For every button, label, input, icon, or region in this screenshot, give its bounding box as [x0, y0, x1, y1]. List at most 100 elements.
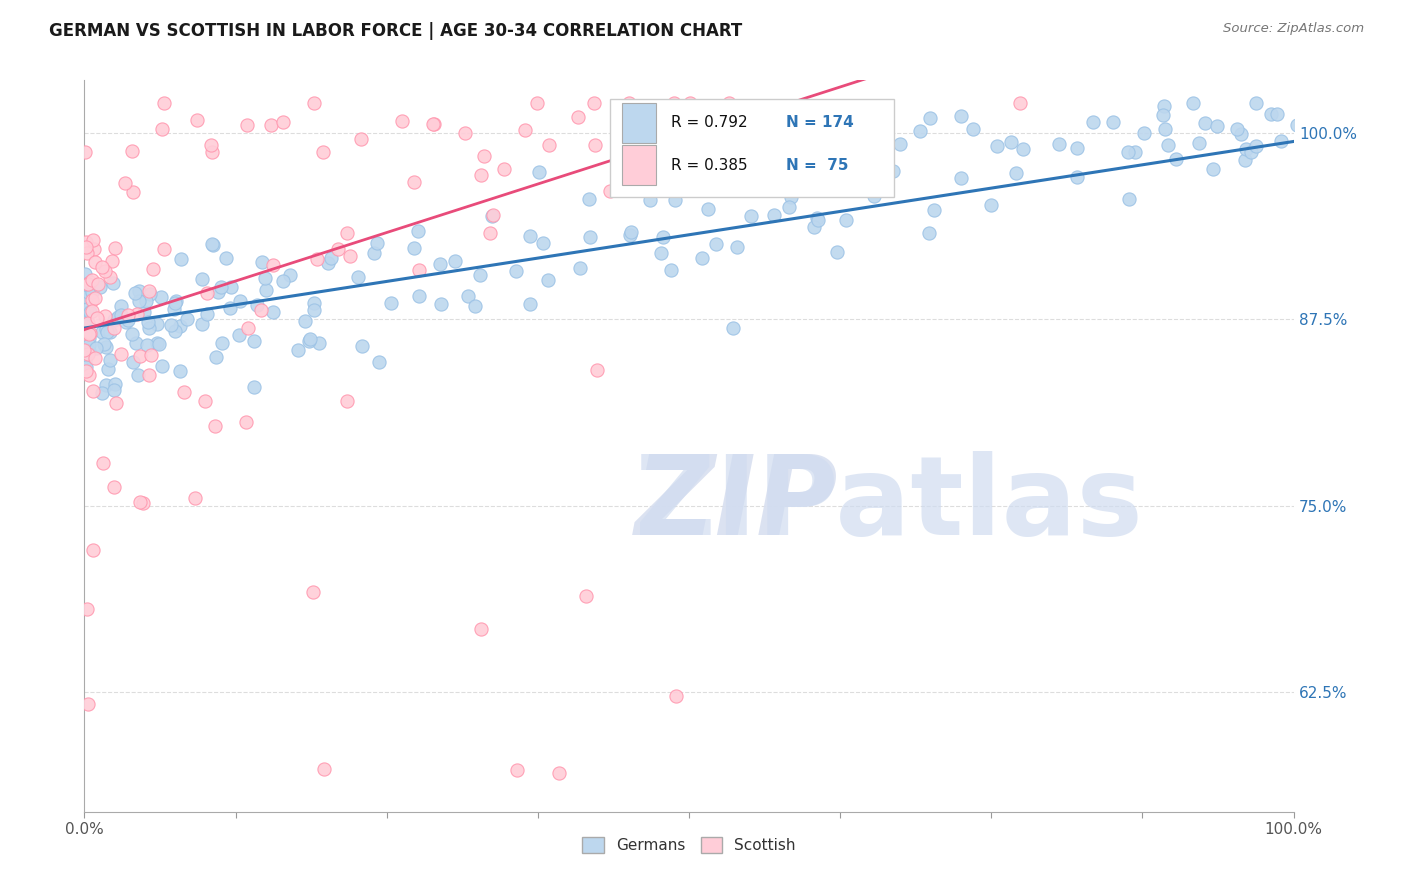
- Point: [135, 294, 157, 309]
- Point: [139, 286, 162, 301]
- Point: [835, 213, 858, 227]
- Point: [86, 311, 108, 326]
- Point: [569, 261, 592, 276]
- Point: [79, 326, 101, 340]
- Point: [101, 254, 124, 268]
- Point: [219, 279, 242, 293]
- Point: [124, 286, 146, 301]
- Point: [696, 202, 718, 216]
- Point: [83, 243, 105, 257]
- Point: [717, 95, 740, 110]
- Point: [200, 138, 222, 153]
- Point: [350, 338, 373, 352]
- Point: [77, 368, 100, 382]
- Point: [77, 331, 100, 345]
- Point: [201, 238, 224, 252]
- Point: [105, 396, 128, 410]
- Point: [690, 252, 713, 266]
- Point: [169, 364, 191, 378]
- Point: [82, 233, 104, 247]
- Point: [79, 275, 101, 289]
- Point: [762, 208, 785, 222]
- Point: [1286, 119, 1309, 133]
- Point: [76, 246, 98, 260]
- Point: [430, 297, 453, 311]
- Point: [146, 335, 169, 350]
- Point: [505, 263, 527, 277]
- Point: [173, 384, 195, 399]
- Text: N =  75: N = 75: [786, 158, 848, 173]
- Point: [228, 328, 250, 343]
- Point: [638, 193, 661, 207]
- Point: [75, 359, 97, 374]
- Bar: [623, 145, 657, 186]
- Point: [294, 314, 316, 328]
- Point: [347, 270, 370, 285]
- Point: [671, 173, 693, 187]
- Point: [73, 306, 96, 320]
- Point: [132, 496, 155, 510]
- Point: [104, 241, 127, 255]
- Point: [100, 325, 122, 339]
- Point: [84, 351, 107, 366]
- Point: [526, 95, 548, 110]
- Point: [723, 321, 745, 335]
- Point: [127, 368, 149, 383]
- Point: [619, 227, 641, 242]
- FancyBboxPatch shape: [610, 99, 894, 197]
- Point: [73, 360, 96, 375]
- Point: [235, 415, 257, 429]
- Point: [93, 309, 115, 323]
- Point: [1118, 192, 1140, 206]
- Point: [117, 313, 139, 327]
- Point: [80, 293, 103, 307]
- Point: [910, 124, 932, 138]
- Point: [110, 299, 132, 313]
- Point: [408, 289, 430, 303]
- Point: [73, 277, 96, 292]
- Point: [537, 273, 560, 287]
- Point: [468, 268, 491, 282]
- Point: [1123, 145, 1146, 159]
- Point: [848, 106, 870, 120]
- Point: [321, 252, 343, 266]
- Point: [380, 296, 402, 310]
- Point: [478, 226, 501, 240]
- Point: [82, 384, 104, 398]
- Point: [1012, 143, 1035, 157]
- Point: [482, 208, 505, 222]
- Point: [882, 164, 904, 178]
- Point: [262, 305, 284, 319]
- Point: [304, 302, 326, 317]
- Bar: [623, 103, 657, 143]
- Point: [950, 109, 973, 123]
- Point: [780, 190, 803, 204]
- Point: [527, 165, 550, 179]
- Point: [195, 307, 218, 321]
- Point: [77, 326, 100, 341]
- Point: [75, 277, 97, 291]
- Point: [110, 347, 132, 361]
- Point: [339, 249, 361, 263]
- Point: [79, 338, 101, 352]
- Point: [825, 245, 848, 260]
- Point: [94, 339, 117, 353]
- Point: [229, 293, 252, 308]
- Point: [444, 254, 467, 268]
- Point: [918, 111, 941, 125]
- Point: [350, 132, 373, 146]
- Point: [73, 353, 96, 368]
- Point: [1157, 137, 1180, 152]
- Point: [139, 349, 162, 363]
- Point: [93, 264, 115, 278]
- Point: [98, 269, 121, 284]
- Point: [252, 254, 274, 268]
- Point: [83, 255, 105, 269]
- Point: [90, 325, 112, 339]
- Point: [693, 109, 716, 123]
- Point: [298, 332, 321, 346]
- Point: [620, 225, 643, 239]
- Point: [1234, 142, 1257, 156]
- Point: [76, 277, 98, 292]
- Point: [472, 148, 495, 162]
